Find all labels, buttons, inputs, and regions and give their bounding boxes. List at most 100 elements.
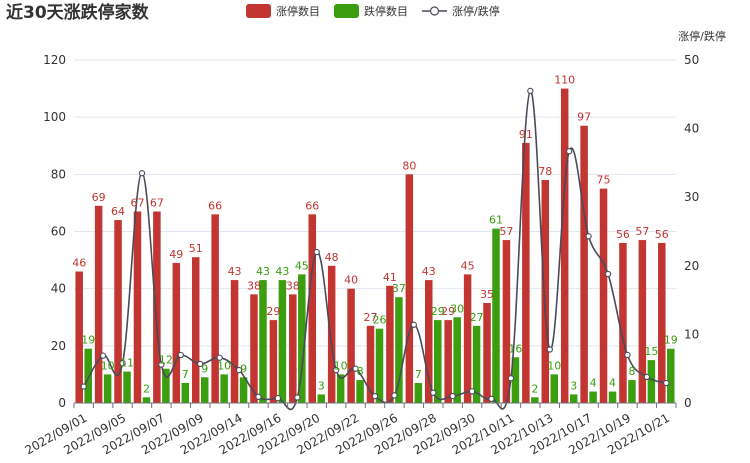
ratio-point <box>546 346 553 353</box>
y-right-tick-label: 0 <box>684 396 692 410</box>
data-label-limit-up: 27 <box>364 311 378 324</box>
y-left-tick-label: 80 <box>51 167 66 181</box>
data-label-limit-down: 2 <box>531 382 538 395</box>
bar-limit-down <box>278 280 287 403</box>
data-label-limit-up: 97 <box>577 111 591 124</box>
data-label-limit-down: 3 <box>570 379 577 392</box>
data-label-limit-up: 67 <box>130 196 144 209</box>
data-label-limit-down: 2 <box>143 382 150 395</box>
bar-limit-down <box>589 391 597 403</box>
bar-limit-up <box>327 265 336 403</box>
bar-limit-down <box>647 360 656 403</box>
data-label-limit-down: 16 <box>508 342 522 355</box>
ratio-point <box>371 392 379 400</box>
bar-limit-up <box>463 274 472 403</box>
bar-limit-up <box>599 188 608 403</box>
data-label-limit-up: 75 <box>597 174 611 187</box>
legend-item: 跌停数目 <box>334 4 408 18</box>
data-label-limit-down: 7 <box>182 368 189 381</box>
bar-limit-down <box>569 394 578 403</box>
data-label-limit-down: 19 <box>664 334 678 347</box>
bar-limit-down <box>142 397 151 403</box>
data-label-limit-down: 10 <box>334 359 348 372</box>
legend-swatch <box>334 4 359 18</box>
bar-limit-down <box>181 382 190 403</box>
bar-limit-up <box>347 288 355 403</box>
bar-limit-down <box>434 320 442 403</box>
ratio-point <box>274 395 282 402</box>
ratio-line <box>83 90 667 411</box>
legend-swatch-point <box>429 6 440 16</box>
legend-label: 跌停数目 <box>364 4 408 18</box>
data-label-limit-up: 69 <box>92 191 106 204</box>
bar-limit-up <box>269 320 278 403</box>
y-left-tick-label: 40 <box>51 282 66 296</box>
bar-limit-up <box>619 242 627 403</box>
data-label-limit-up: 66 <box>305 199 319 212</box>
bar-limit-down <box>375 328 384 403</box>
bar-limit-down <box>298 274 306 403</box>
bar-limit-up <box>172 262 181 403</box>
ratio-point <box>99 352 107 359</box>
data-label-limit-down: 9 <box>201 362 208 375</box>
data-label-limit-down: 15 <box>644 345 658 358</box>
bar-limit-up <box>541 180 550 403</box>
y-right-tick-label: 10 <box>684 327 699 341</box>
ratio-point <box>604 270 612 278</box>
data-label-limit-up: 57 <box>499 225 513 238</box>
bar-limit-down <box>336 374 345 403</box>
bar-limit-up <box>114 220 122 403</box>
data-label-limit-down: 43 <box>256 265 270 278</box>
ratio-point <box>138 170 146 177</box>
ratio-point <box>294 394 301 401</box>
bar-limit-down <box>453 317 461 403</box>
ratio-point <box>80 383 87 390</box>
data-label-limit-down: 7 <box>415 368 422 381</box>
y-right-tick-label: 20 <box>684 259 699 273</box>
data-label-limit-up: 64 <box>111 205 125 218</box>
ratio-point <box>158 361 165 368</box>
bar-limit-down <box>220 374 228 403</box>
y-left-tick-label: 100 <box>43 110 66 124</box>
legend-label: 涨停数目 <box>276 4 320 18</box>
bar-limit-down <box>414 382 423 403</box>
bar-limit-up <box>211 214 219 403</box>
data-label-limit-up: 38 <box>247 279 261 292</box>
data-label-limit-down: 10 <box>217 359 231 372</box>
bar-limit-down <box>667 348 675 403</box>
data-label-limit-down: 26 <box>373 314 387 327</box>
ratio-point <box>585 233 592 240</box>
bar-limit-up <box>75 271 83 403</box>
data-label-limit-down: 12 <box>159 354 173 367</box>
data-label-limit-up: 35 <box>480 288 494 301</box>
bar-limit-down <box>531 397 539 403</box>
data-label-limit-down: 61 <box>489 214 503 227</box>
data-label-limit-up: 43 <box>228 265 242 278</box>
y-left-tick-label: 120 <box>43 53 66 67</box>
bar-limit-up <box>191 257 200 403</box>
data-label-limit-down: 37 <box>392 282 406 295</box>
bar-limit-up <box>386 285 394 403</box>
ratio-point <box>235 366 243 374</box>
data-label-limit-up: 57 <box>635 225 649 238</box>
chart-title: 近30天涨跌停家数 <box>6 2 150 23</box>
bar-limit-up <box>94 205 103 403</box>
ratio-point <box>177 351 184 359</box>
data-label-limit-down: 27 <box>470 311 484 324</box>
data-label-limit-up: 49 <box>169 248 183 261</box>
bar-limit-up <box>425 280 433 403</box>
y-right-tick-label: 50 <box>684 53 699 67</box>
bar-limit-down <box>356 380 364 403</box>
data-label-limit-down: 8 <box>628 365 635 378</box>
data-label-limit-down: 4 <box>609 377 616 390</box>
ratio-point <box>197 360 204 368</box>
bar-limit-down <box>123 371 131 403</box>
ratio-point <box>410 321 417 328</box>
bar-limit-up <box>250 294 258 403</box>
ratio-point <box>507 375 515 382</box>
bar-limit-down <box>239 377 248 403</box>
bar-limit-up <box>522 142 530 403</box>
data-label-limit-up: 38 <box>286 279 300 292</box>
y-left-tick-label: 60 <box>51 225 66 239</box>
